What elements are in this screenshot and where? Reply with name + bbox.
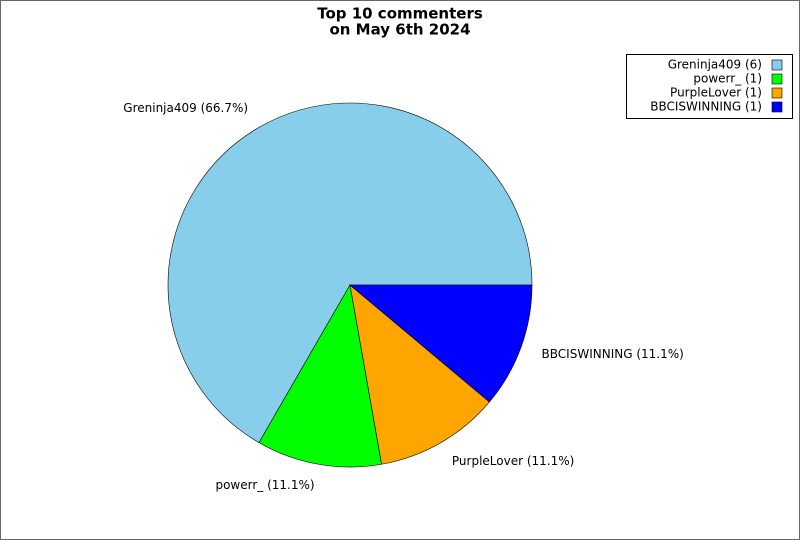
slice-label: powerr_ (11.1%) <box>215 478 314 492</box>
legend-swatch <box>771 87 783 99</box>
legend-label: PurpleLover (1) <box>670 86 762 100</box>
slice-label: PurpleLover (11.1%) <box>452 454 574 468</box>
slice-label: Greninja409 (66.7%) <box>123 101 248 115</box>
legend-swatch <box>771 59 783 71</box>
legend-label: powerr_ (1) <box>693 72 762 86</box>
pie-slice <box>349 284 533 403</box>
legend-label: BBCISWINNING (1) <box>650 100 762 114</box>
legend-swatch <box>771 73 783 85</box>
legend-swatch <box>771 101 783 113</box>
chart-title: Top 10 commenters <box>317 5 483 23</box>
pie-slice <box>258 284 382 468</box>
chart-title: on May 6th 2024 <box>329 21 470 39</box>
legend-label: Greninja409 (6) <box>668 58 762 72</box>
pie-slice <box>349 284 490 465</box>
legend-box <box>626 54 793 119</box>
slice-label: BBCISWINNING (11.1%) <box>542 347 684 361</box>
pie-slice <box>167 102 533 444</box>
